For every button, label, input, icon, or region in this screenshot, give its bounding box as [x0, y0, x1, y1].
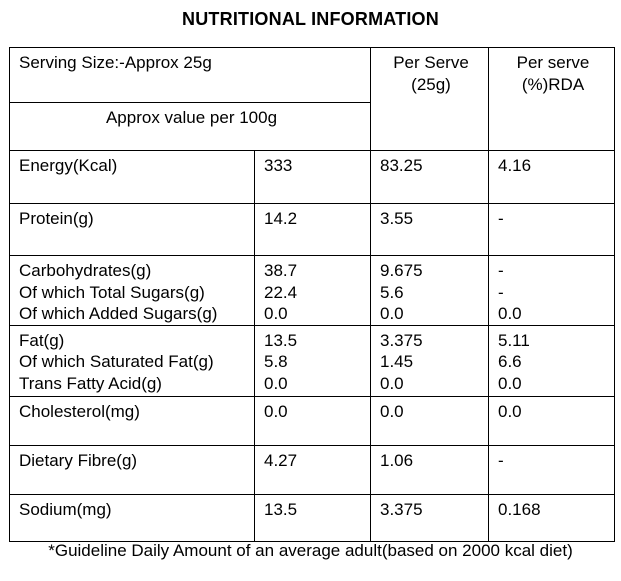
header-row-1: Serving Size:-Approx 25g Per Serve (25g)… — [9, 47, 615, 151]
per-serve-header-line1: Per Serve — [393, 53, 469, 72]
row-label: Of which Saturated Fat(g) — [19, 352, 214, 371]
per-serve-header-cell: Per Serve (25g) — [370, 47, 489, 151]
serving-size-text: Serving Size:-Approx 25g — [19, 53, 212, 72]
rda-cell: 0.0 — [488, 395, 615, 446]
per-serve-value: 9.675 — [380, 261, 423, 280]
rda-cell: - — [488, 444, 615, 495]
per-100g-cell: 13.5 — [254, 493, 371, 542]
per-serve-cell: 3.375 1.45 0.0 — [370, 324, 489, 397]
per-serve-cell: 3.375 — [370, 493, 489, 542]
row-label: Carbohydrates(g) — [19, 261, 152, 280]
table-row-energy: Energy(Kcal) 333 83.25 4.16 — [9, 150, 615, 204]
row-label: Trans Fatty Acid(g) — [19, 373, 162, 393]
rda-value: 0.0 — [498, 401, 522, 421]
row-label: Dietary Fibre(g) — [19, 450, 138, 470]
rda-value: - — [498, 282, 504, 302]
approx-value-cell: Approx value per 100g — [9, 102, 371, 151]
per-100g-value: 333 — [264, 156, 293, 175]
per-100g-value: 0.0 — [264, 304, 288, 323]
per-serve-cell: 83.25 — [370, 150, 489, 204]
per-serve-rda-header-line2: (%)RDA — [521, 74, 585, 94]
rda-cell: - — [488, 203, 615, 256]
row-label: Fat(g) — [19, 330, 65, 350]
row-label-cell: Fat(g) Of which Saturated Fat(g) Trans F… — [9, 324, 255, 397]
per-serve-value: 0.0 — [380, 304, 404, 323]
row-label: Of which Added Sugars(g) — [19, 304, 218, 323]
table-row-fat: Fat(g) Of which Saturated Fat(g) Trans F… — [9, 324, 615, 397]
row-label-cell: Protein(g) — [9, 203, 255, 256]
per-100g-value: 13.5 — [264, 330, 298, 350]
per-100g-value: 14.2 — [264, 209, 298, 228]
header-row-2: Approx value per 100g — [9, 102, 615, 151]
per-serve-cell: 3.55 — [370, 203, 489, 256]
per-serve-value: 0.0 — [380, 401, 404, 421]
footnote: *Guideline Daily Amount of an average ad… — [48, 541, 573, 560]
per-serve-value: 3.375 — [380, 499, 423, 519]
per-100g-cell: 14.2 — [254, 203, 371, 256]
row-label-cell: Cholesterol(mg) — [9, 395, 255, 446]
per-100g-value: 38.7 — [264, 261, 298, 280]
per-serve-value: 3.375 — [380, 330, 423, 350]
per-serve-value: 83.25 — [380, 156, 423, 175]
per-serve-rda-header-line1: Per serve — [516, 53, 590, 72]
rda-cell: 5.11 6.6 0.0 — [488, 324, 615, 397]
rda-value: 0.0 — [498, 373, 522, 393]
per-serve-cell: 9.675 5.6 0.0 — [370, 255, 489, 326]
per-serve-rda-header-cell: Per serve (%)RDA — [488, 47, 615, 151]
per-100g-value: 0.0 — [264, 401, 288, 421]
table-row-protein: Protein(g) 14.2 3.55 - — [9, 203, 615, 256]
rda-value: 0.0 — [498, 304, 522, 323]
row-label: Energy(Kcal) — [19, 156, 118, 175]
per-100g-value: 22.4 — [264, 282, 298, 302]
per-100g-value: 5.8 — [264, 352, 288, 371]
per-100g-cell: 333 — [254, 150, 371, 204]
rda-value: 5.11 — [498, 330, 530, 350]
per-serve-cell: 1.06 — [370, 444, 489, 495]
per-100g-cell: 38.7 22.4 0.0 — [254, 255, 371, 326]
per-100g-value: 4.27 — [264, 450, 298, 470]
row-label: Of which Total Sugars(g) — [19, 282, 205, 302]
per-serve-value: 0.0 — [380, 373, 404, 393]
per-100g-cell: 13.5 5.8 0.0 — [254, 324, 371, 397]
rda-value: - — [498, 450, 504, 470]
row-label-cell: Sodium(mg) — [9, 493, 255, 542]
per-serve-value: 3.55 — [380, 209, 414, 228]
rda-value: 4.16 — [498, 156, 532, 175]
rda-cell: - - 0.0 — [488, 255, 615, 326]
nutrition-table: Serving Size:-Approx 25g Per Serve (25g)… — [9, 47, 615, 542]
approx-value-text: Approx value per 100g — [105, 108, 278, 127]
page-title: NUTRITIONAL INFORMATION — [182, 9, 439, 29]
rda-cell: 4.16 — [488, 150, 615, 204]
row-label-cell: Dietary Fibre(g) — [9, 444, 255, 495]
rda-value: - — [498, 209, 504, 228]
per-100g-cell: 4.27 — [254, 444, 371, 495]
row-label-cell: Carbohydrates(g) Of which Total Sugars(g… — [9, 255, 255, 326]
row-label: Cholesterol(mg) — [19, 401, 140, 421]
row-label: Sodium(mg) — [19, 499, 112, 519]
row-label-cell: Energy(Kcal) — [9, 150, 255, 204]
serving-size-cell: Serving Size:-Approx 25g — [9, 47, 371, 103]
per-100g-value: 0.0 — [264, 373, 288, 393]
per-100g-value: 13.5 — [264, 499, 298, 519]
table-row-sodium: Sodium(mg) 13.5 3.375 0.168 — [9, 493, 615, 542]
per-serve-value: 1.45 — [380, 352, 414, 371]
per-serve-value: 5.6 — [380, 282, 404, 302]
per-serve-header-line2: (25g) — [411, 74, 451, 94]
rda-value: 6.6 — [498, 352, 522, 371]
per-serve-value: 1.06 — [380, 450, 414, 470]
rda-value: - — [498, 261, 504, 280]
table-row-cholesterol: Cholesterol(mg) 0.0 0.0 0.0 — [9, 395, 615, 446]
per-100g-cell: 0.0 — [254, 395, 371, 446]
per-serve-cell: 0.0 — [370, 395, 489, 446]
rda-cell: 0.168 — [488, 493, 615, 542]
row-label: Protein(g) — [19, 209, 94, 228]
table-row-carbohydrates: Carbohydrates(g) Of which Total Sugars(g… — [9, 255, 615, 326]
table-row-dietary-fibre: Dietary Fibre(g) 4.27 1.06 - — [9, 444, 615, 495]
rda-value: 0.168 — [498, 499, 541, 519]
